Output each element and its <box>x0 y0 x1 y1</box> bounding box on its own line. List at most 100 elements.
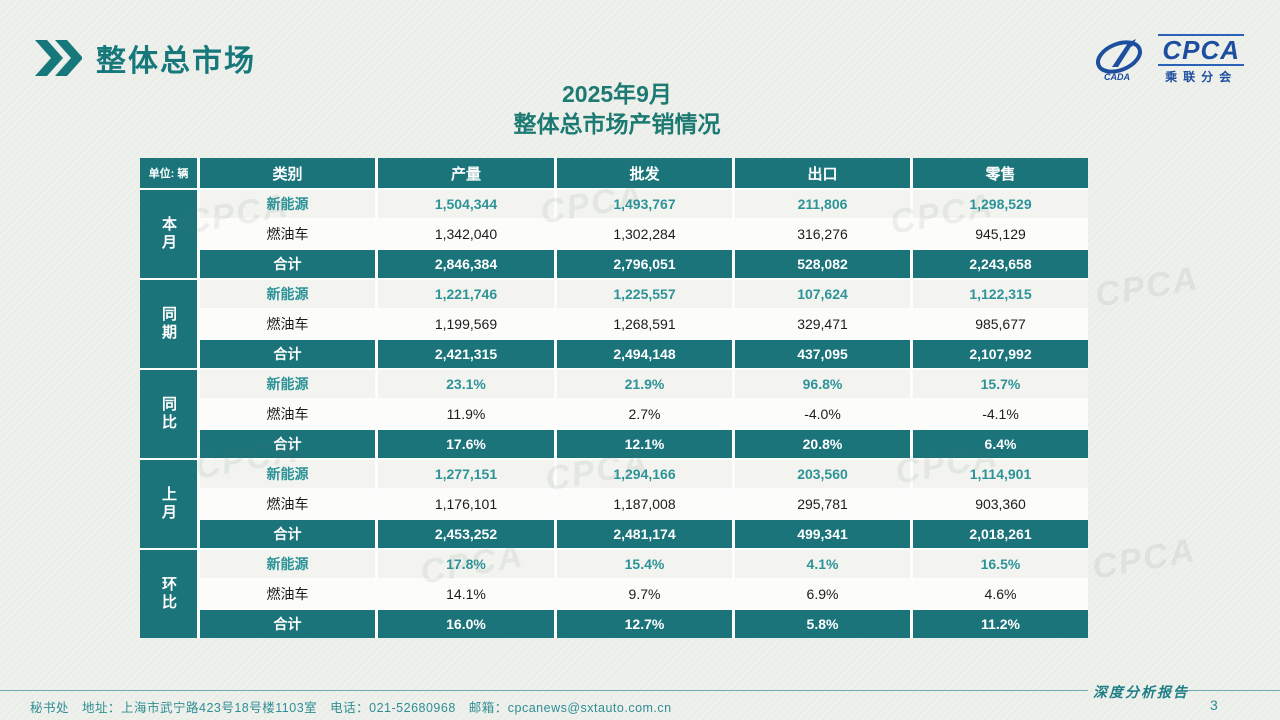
value-cell: 2,018,261 <box>913 520 1088 548</box>
page-title: 整体总市场 <box>96 45 256 78</box>
value-cell: 107,624 <box>735 280 910 308</box>
value-cell: 15.4% <box>557 550 732 578</box>
cpca-logo: CADA CPCA 乘联分会 <box>1092 34 1244 85</box>
category-cell: 合计 <box>200 340 375 368</box>
footer-report-label: 深度分析报告 <box>1093 685 1189 701</box>
double-chevron-icon <box>35 40 82 76</box>
value-cell: 1,268,591 <box>557 310 732 338</box>
table-title-line2: 整体总市场产销情况 <box>513 111 721 137</box>
value-cell: 1,225,557 <box>557 280 732 308</box>
slide-header: 整体总市场 <box>34 36 256 80</box>
watermark: CPCA <box>1092 259 1202 315</box>
row-group-label: 环比 <box>140 550 197 638</box>
value-cell: 96.8% <box>735 370 910 398</box>
category-cell: 新能源 <box>200 280 375 308</box>
value-cell: 2,421,315 <box>378 340 554 368</box>
value-cell: 2,481,174 <box>557 520 732 548</box>
value-cell: 2,453,252 <box>378 520 554 548</box>
footer-contact-info: 秘书处 地址：上海市武宁路423号18号楼1103室 电话：021-526809… <box>30 701 672 715</box>
category-cell: 燃油车 <box>200 580 375 608</box>
category-cell: 合计 <box>200 610 375 638</box>
value-cell: 17.8% <box>378 550 554 578</box>
value-cell: 4.6% <box>913 580 1088 608</box>
value-cell: 6.9% <box>735 580 910 608</box>
category-cell: 燃油车 <box>200 490 375 518</box>
value-cell: 945,129 <box>913 220 1088 248</box>
value-cell: 1,302,284 <box>557 220 732 248</box>
value-cell: 12.7% <box>557 610 732 638</box>
value-cell: 23.1% <box>378 370 554 398</box>
watermark: CPCA <box>1089 531 1199 587</box>
value-cell: 329,471 <box>735 310 910 338</box>
footer-divider-left <box>0 690 1088 691</box>
column-header: 类别 <box>200 158 375 188</box>
column-header: 产量 <box>378 158 554 188</box>
value-cell: 985,677 <box>913 310 1088 338</box>
value-cell: 21.9% <box>557 370 732 398</box>
value-cell: 203,560 <box>735 460 910 488</box>
value-cell: 2,107,992 <box>913 340 1088 368</box>
value-cell: 499,341 <box>735 520 910 548</box>
value-cell: 1,114,901 <box>913 460 1088 488</box>
category-cell: 合计 <box>200 430 375 458</box>
value-cell: 17.6% <box>378 430 554 458</box>
value-cell: 1,199,569 <box>378 310 554 338</box>
value-cell: 5.8% <box>735 610 910 638</box>
value-cell: 15.7% <box>913 370 1088 398</box>
row-group-label: 同比 <box>140 370 197 458</box>
category-cell: 新能源 <box>200 190 375 218</box>
value-cell: 2,796,051 <box>557 250 732 278</box>
value-cell: 11.2% <box>913 610 1088 638</box>
column-header: 出口 <box>735 158 910 188</box>
cpca-logo-mark-icon: CADA <box>1096 38 1143 82</box>
table-title-line1: 2025年9月 <box>562 81 672 107</box>
value-cell: 903,360 <box>913 490 1088 518</box>
column-header: 零售 <box>913 158 1088 188</box>
cpca-logo-text: CPCA 乘联分会 <box>1158 34 1244 85</box>
value-cell: 295,781 <box>735 490 910 518</box>
value-cell: 2,846,384 <box>378 250 554 278</box>
page-number: 3 <box>1210 697 1218 713</box>
value-cell: 1,176,101 <box>378 490 554 518</box>
value-cell: 4.1% <box>735 550 910 578</box>
cpca-logo-name: CPCA <box>1158 34 1244 66</box>
value-cell: 16.0% <box>378 610 554 638</box>
value-cell: 437,095 <box>735 340 910 368</box>
value-cell: 6.4% <box>913 430 1088 458</box>
value-cell: 1,122,315 <box>913 280 1088 308</box>
value-cell: 2.7% <box>557 400 732 428</box>
table-title: 2025年9月 整体总市场产销情况 <box>143 80 1091 139</box>
category-cell: 新能源 <box>200 550 375 578</box>
category-cell: 燃油车 <box>200 310 375 338</box>
row-group-label: 本月 <box>140 190 197 278</box>
value-cell: -4.1% <box>913 400 1088 428</box>
value-cell: 2,494,148 <box>557 340 732 368</box>
value-cell: 16.5% <box>913 550 1088 578</box>
value-cell: 1,187,008 <box>557 490 732 518</box>
value-cell: 1,294,166 <box>557 460 732 488</box>
unit-label: 单位: 辆 <box>140 158 197 188</box>
row-group-label: 同期 <box>140 280 197 368</box>
value-cell: 1,493,767 <box>557 190 732 218</box>
category-cell: 新能源 <box>200 460 375 488</box>
category-cell: 燃油车 <box>200 400 375 428</box>
column-header: 批发 <box>557 158 732 188</box>
value-cell: 316,276 <box>735 220 910 248</box>
value-cell: 528,082 <box>735 250 910 278</box>
value-cell: -4.0% <box>735 400 910 428</box>
footer-divider-right <box>1188 690 1280 691</box>
value-cell: 1,298,529 <box>913 190 1088 218</box>
cpca-logo-subtitle: 乘联分会 <box>1165 70 1238 84</box>
market-table: 单位: 辆类别 产量 批发 出口 零售 本月 新能源 1,504,344 1,493,767 21… <box>140 158 1088 638</box>
value-cell: 14.1% <box>378 580 554 608</box>
category-cell: 合计 <box>200 250 375 278</box>
category-cell: 燃油车 <box>200 220 375 248</box>
value-cell: 1,277,151 <box>378 460 554 488</box>
value-cell: 2,243,658 <box>913 250 1088 278</box>
category-cell: 合计 <box>200 520 375 548</box>
value-cell: 9.7% <box>557 580 732 608</box>
value-cell: 12.1% <box>557 430 732 458</box>
value-cell: 11.9% <box>378 400 554 428</box>
row-group-label: 上月 <box>140 460 197 548</box>
